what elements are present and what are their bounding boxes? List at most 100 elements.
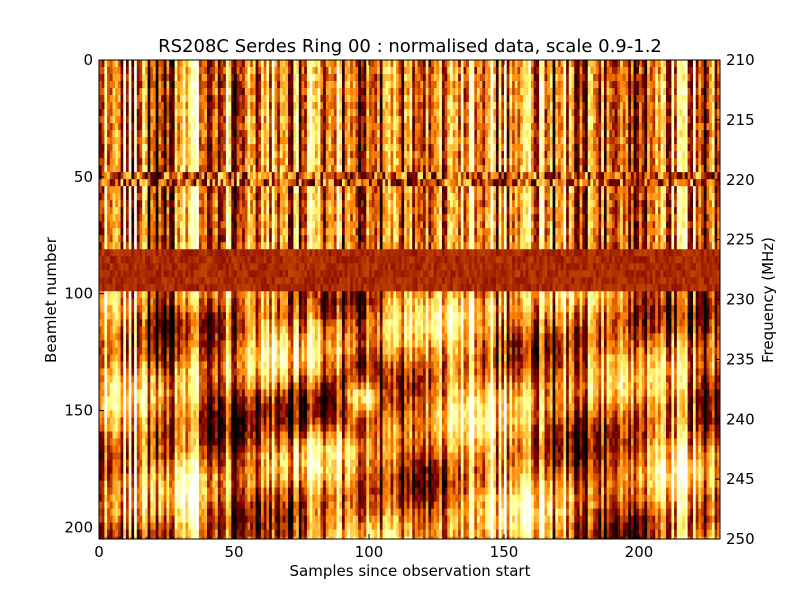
heatmap-cell (711, 60, 716, 68)
heatmap-cell (128, 137, 132, 145)
heatmap-cell (674, 144, 678, 152)
heatmap-cell (512, 88, 516, 96)
heatmap-cell (296, 95, 300, 103)
heatmap-cell (171, 109, 176, 117)
heatmap-cell (263, 144, 267, 152)
heatmap-cell (242, 67, 246, 75)
heatmap-cell (239, 67, 243, 75)
heatmap-cell (701, 144, 705, 152)
heatmap-cell (436, 67, 440, 75)
heatmap-cell (207, 137, 211, 145)
heatmap-cell (431, 60, 435, 68)
heatmap-cell (552, 109, 556, 117)
heatmap-cell (366, 130, 370, 138)
heatmap-cell (474, 130, 478, 138)
heatmap-cell (703, 102, 708, 110)
heatmap-cell (250, 81, 254, 89)
heatmap-cell (101, 88, 105, 96)
heatmap-cell (120, 144, 124, 152)
heatmap-cell (684, 116, 689, 124)
heatmap-cell (706, 88, 710, 96)
heatmap-cell (217, 67, 222, 75)
heatmap-cell (285, 109, 289, 117)
heatmap-cell (104, 60, 108, 68)
heatmap-cell (261, 88, 265, 96)
heatmap-cell (142, 81, 146, 89)
heatmap-cell (487, 130, 492, 138)
heatmap-cell (628, 95, 632, 103)
heatmap-cell (625, 109, 629, 117)
heatmap-cell (590, 116, 594, 124)
heatmap-cell (234, 137, 238, 145)
heatmap-cell (207, 95, 211, 103)
heatmap-cell (158, 95, 162, 103)
heatmap-cell (620, 123, 624, 131)
heatmap-cell (155, 137, 159, 145)
heatmap-cell (242, 95, 246, 103)
heatmap-cell (576, 102, 581, 110)
heatmap-cell (277, 130, 281, 138)
heatmap-cell (277, 60, 281, 68)
heatmap-cell (104, 81, 108, 89)
heatmap-cell (161, 151, 165, 159)
heatmap-cell (501, 81, 505, 89)
heatmap-cell (117, 109, 122, 117)
heatmap-cell (414, 67, 419, 75)
heatmap-cell (458, 95, 462, 103)
heatmap-cell (282, 137, 286, 145)
heatmap-cell (563, 144, 567, 152)
heatmap-cell (547, 95, 551, 103)
heatmap-cell (147, 109, 151, 117)
heatmap-cell (506, 81, 510, 89)
heatmap-cell (431, 67, 435, 75)
heatmap-cell (239, 74, 243, 82)
heatmap-cell (458, 74, 462, 82)
heatmap-cell (255, 74, 259, 82)
heatmap-cell (682, 137, 686, 145)
heatmap-cell (336, 123, 340, 131)
heatmap-cell (228, 130, 232, 138)
heatmap-cell (436, 123, 440, 131)
heatmap-cell (423, 67, 427, 75)
heatmap-cell (701, 60, 705, 68)
heatmap-cell (625, 130, 629, 138)
heatmap-cell (671, 81, 675, 89)
heatmap-cell (196, 151, 200, 159)
heatmap-cell (355, 88, 359, 96)
heatmap-cell (652, 102, 656, 110)
heatmap-cell (703, 60, 708, 68)
heatmap-cell (161, 116, 165, 124)
heatmap-cell (169, 74, 173, 82)
heatmap-cell (576, 137, 581, 145)
heatmap-cell (304, 102, 308, 110)
heatmap-cell (336, 137, 340, 145)
heatmap-cell (107, 74, 111, 82)
heatmap-cell (514, 81, 519, 89)
heatmap-cell (463, 144, 467, 152)
heatmap-cell (228, 95, 232, 103)
heatmap-cell (212, 109, 216, 117)
heatmap-cell (158, 130, 162, 138)
heatmap-cell (377, 137, 381, 145)
heatmap-cell (342, 123, 346, 131)
heatmap-cell (258, 102, 262, 110)
heatmap-cell (609, 130, 613, 138)
heatmap-cell (382, 109, 386, 117)
heatmap-cell (655, 67, 659, 75)
heatmap-cell (342, 144, 346, 152)
heatmap-cell (325, 130, 330, 138)
heatmap-cell (358, 123, 362, 131)
heatmap-cell (320, 95, 324, 103)
heatmap-cell (717, 74, 720, 82)
heatmap-cell (142, 60, 146, 68)
heatmap-cell (701, 123, 705, 131)
heatmap-cell (409, 116, 413, 124)
heatmap-cell (601, 123, 605, 131)
heatmap-cell (447, 74, 451, 82)
heatmap-cell (603, 67, 608, 75)
heatmap-cell (468, 74, 473, 82)
heatmap-cell (506, 102, 510, 110)
heatmap-cell (433, 67, 438, 75)
heatmap-cell (406, 88, 411, 96)
heatmap-cell (479, 130, 483, 138)
